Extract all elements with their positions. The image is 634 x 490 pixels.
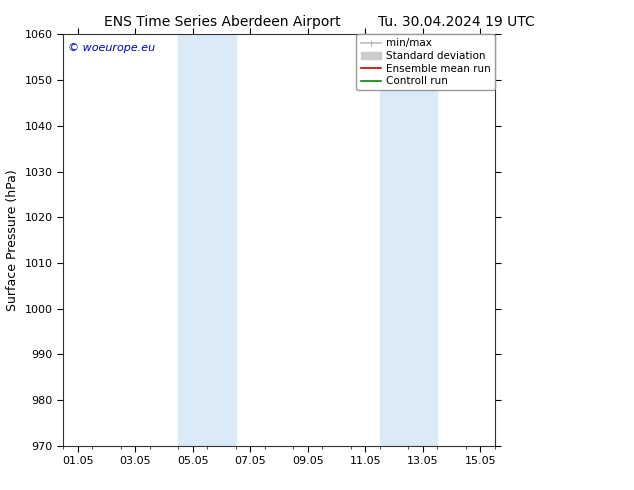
- Bar: [380, 34, 437, 446]
- Text: ENS Time Series Aberdeen Airport: ENS Time Series Aberdeen Airport: [103, 15, 340, 29]
- Text: © woeurope.eu: © woeurope.eu: [68, 43, 155, 52]
- Legend: min/max, Standard deviation, Ensemble mean run, Controll run: min/max, Standard deviation, Ensemble me…: [356, 34, 495, 91]
- Y-axis label: Surface Pressure (hPa): Surface Pressure (hPa): [6, 169, 19, 311]
- Bar: [178, 34, 236, 446]
- Text: Tu. 30.04.2024 19 UTC: Tu. 30.04.2024 19 UTC: [378, 15, 535, 29]
